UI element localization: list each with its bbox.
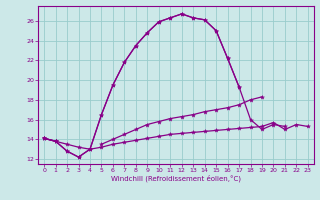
X-axis label: Windchill (Refroidissement éolien,°C): Windchill (Refroidissement éolien,°C) (111, 175, 241, 182)
